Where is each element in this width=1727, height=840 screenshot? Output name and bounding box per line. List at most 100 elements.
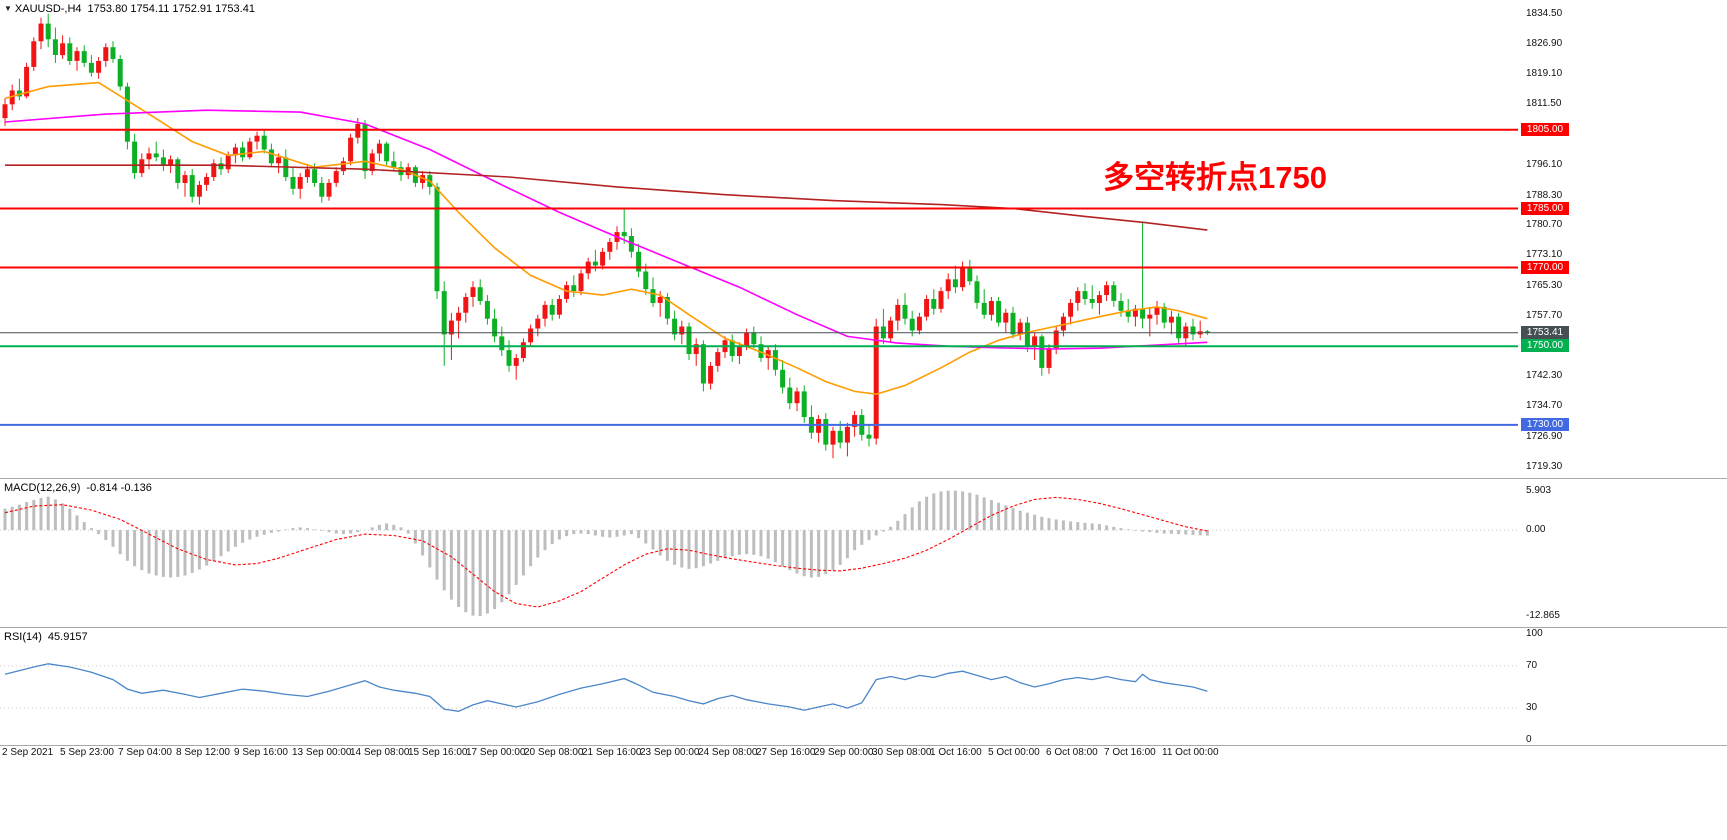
candle [672,310,678,341]
time-axis[interactable]: 2 Sep 2021 5 Sep 23:00 7 Sep 04:00 8 Sep 12… [0,747,1518,763]
main-price-chart[interactable] [0,0,1518,478]
candle [513,354,519,380]
ma-line-fast-orange [4,81,1208,396]
candle [960,261,966,292]
pane-separator[interactable] [0,745,1727,746]
candle [499,326,505,356]
candle [333,167,339,187]
candle [340,157,346,176]
ma-line-slow-magenta [4,109,1208,350]
candle [1168,310,1174,335]
candle [168,155,174,174]
candle [283,149,289,181]
candle [708,361,714,390]
candle [290,167,296,195]
macd-signal-line [4,496,1208,608]
candle [787,377,793,410]
price-axis-tick: 1765.30 [1526,280,1563,291]
candle [456,306,462,339]
price-axis[interactable]: 1834.501826.901819.101811.501803.901796.… [1518,0,1727,760]
price-axis-tick: 30 [1526,702,1538,713]
candle [765,346,771,370]
price-axis-tick: 1819.10 [1526,68,1563,79]
pane-separator[interactable] [0,627,1727,628]
symbol-label: XAUUSD-,H4 [14,3,82,15]
candle [1068,299,1074,325]
candle [600,247,606,270]
candle [895,299,901,331]
candle [470,281,476,307]
candle [556,295,562,319]
candle [1089,285,1095,309]
rsi-indicator-pane[interactable] [0,629,1518,745]
price-axis-tick: -12.865 [1526,610,1560,621]
candle [297,173,303,199]
candle [931,289,937,315]
candle [1197,320,1203,339]
time-axis-label: 20 Sep 08:00 [524,747,584,758]
candle [45,13,51,48]
candle [492,308,498,343]
candle [484,295,490,325]
candle [1017,318,1023,341]
candle [664,293,670,325]
symbol-marker-icon: ▼ [4,4,12,13]
candle [549,299,555,321]
candle [1082,283,1088,305]
candle [1096,291,1102,315]
time-axis-label: 5 Sep 23:00 [60,747,114,758]
macd-label: MACD(12,26,9) -0.814 -0.136 [4,482,152,494]
time-axis-label: 5 Oct 00:00 [988,747,1040,758]
time-axis-label: 2 Sep 2021 [2,747,54,758]
candle [31,37,37,71]
time-axis-label: 13 Sep 00:00 [292,747,352,758]
candle [232,143,238,164]
price-axis-tick: 70 [1526,660,1538,671]
candle [938,287,944,313]
candle [463,293,469,323]
macd-indicator-pane[interactable] [0,480,1518,627]
time-axis-label: 29 Sep 00:00 [814,747,874,758]
candle [794,387,800,412]
candle [1111,281,1117,307]
annotation-text[interactable]: 多空转折点1750 [1103,160,1327,195]
candle [866,424,872,447]
time-axis-label: 17 Sep 00:00 [466,747,526,758]
pane-separator[interactable] [0,478,1727,479]
time-axis-label: 15 Sep 16:00 [408,747,468,758]
time-axis-label: 30 Sep 08:00 [872,747,932,758]
candle [542,301,548,327]
candle [38,17,44,50]
price-axis-tick: 100 [1526,628,1543,639]
candle [1132,304,1138,327]
candle [196,181,202,205]
candle [909,310,915,337]
candle [96,57,102,79]
candle [268,143,274,168]
price-axis-tick: 1757.70 [1526,310,1563,321]
symbol-ohlc-line: ▼ XAUUSD-,H4 1753.80 1754.11 1752.91 1753.… [4,3,255,15]
candle [1039,334,1045,376]
candle [74,47,80,71]
time-axis-label: 9 Sep 16:00 [234,747,288,758]
time-axis-label: 7 Sep 04:00 [118,747,172,758]
candle [1104,281,1110,301]
candle [520,338,526,362]
price-axis-tick: 1811.50 [1526,98,1562,109]
candle [1053,326,1059,355]
candle [650,277,656,307]
candle [830,426,836,459]
candle [808,405,814,439]
candle [571,275,577,297]
price-level-tag: 1805.00 [1521,123,1569,136]
candle [9,84,15,111]
candle [153,141,159,162]
candle [420,171,426,189]
ohlc-values: 1753.80 1754.11 1752.91 1753.41 [87,3,255,15]
candle [88,55,94,77]
price-level-tag: 1750.00 [1521,339,1569,352]
price-level-tag: 1785.00 [1521,202,1569,215]
candle [254,131,260,150]
candle [81,45,87,67]
candle [686,322,692,360]
